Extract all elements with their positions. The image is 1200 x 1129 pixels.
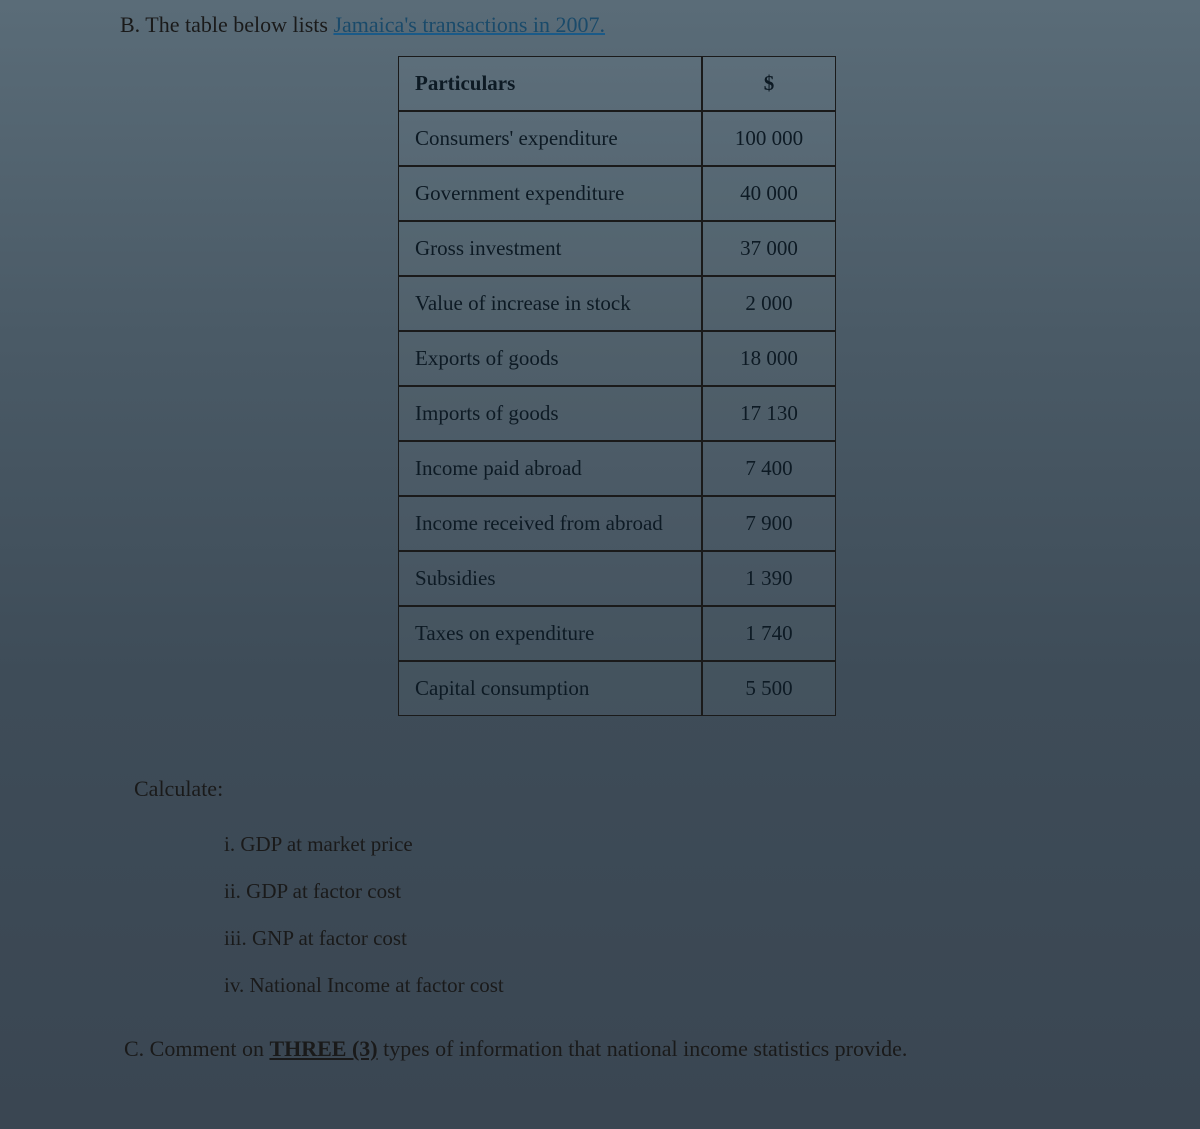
list-item: iv. National Income at factor cost xyxy=(224,973,1160,998)
table-row: Consumers' expenditure100 000 xyxy=(398,111,836,166)
cell-amount: 17 130 xyxy=(702,386,836,441)
table-row: Capital consumption5 500 xyxy=(398,661,836,716)
section-c-prefix: C. Comment on xyxy=(124,1036,269,1061)
cell-particular: Imports of goods xyxy=(398,386,702,441)
document-page: B. The table below lists Jamaica's trans… xyxy=(0,0,1200,1092)
table-row: Value of increase in stock2 000 xyxy=(398,276,836,331)
cell-amount: 1 390 xyxy=(702,551,836,606)
calculate-heading: Calculate: xyxy=(134,776,1160,802)
col-amount: $ xyxy=(702,56,836,111)
list-item: iii. GNP at factor cost xyxy=(224,926,1160,951)
table-body: Consumers' expenditure100 000 Government… xyxy=(398,111,836,716)
table-row: Taxes on expenditure1 740 xyxy=(398,606,836,661)
section-c: C. Comment on THREE (3) types of informa… xyxy=(124,1036,1160,1062)
cell-particular: Taxes on expenditure xyxy=(398,606,702,661)
calculate-section: Calculate: i. GDP at market price ii. GD… xyxy=(134,776,1160,998)
table-row: Exports of goods18 000 xyxy=(398,331,836,386)
cell-amount: 1 740 xyxy=(702,606,836,661)
cell-amount: 37 000 xyxy=(702,221,836,276)
section-b-prefix: B. The table below lists xyxy=(120,12,333,37)
cell-particular: Subsidies xyxy=(398,551,702,606)
calculate-list: i. GDP at market price ii. GDP at factor… xyxy=(224,832,1160,998)
table-header-row: Particulars $ xyxy=(398,56,836,111)
table-row: Income paid abroad7 400 xyxy=(398,441,836,496)
cell-particular: Income received from abroad xyxy=(398,496,702,551)
cell-particular: Gross investment xyxy=(398,221,702,276)
transactions-table: Particulars $ Consumers' expenditure100 … xyxy=(398,56,836,716)
cell-particular: Exports of goods xyxy=(398,331,702,386)
table-row: Subsidies1 390 xyxy=(398,551,836,606)
cell-amount: 40 000 xyxy=(702,166,836,221)
cell-particular: Income paid abroad xyxy=(398,441,702,496)
cell-amount: 2 000 xyxy=(702,276,836,331)
table-row: Imports of goods17 130 xyxy=(398,386,836,441)
cell-amount: 5 500 xyxy=(702,661,836,716)
list-item: ii. GDP at factor cost xyxy=(224,879,1160,904)
section-c-three: THREE (3) xyxy=(269,1036,377,1061)
section-b-title: B. The table below lists Jamaica's trans… xyxy=(120,12,1160,38)
table-row: Gross investment37 000 xyxy=(398,221,836,276)
cell-amount: 18 000 xyxy=(702,331,836,386)
cell-amount: 7 900 xyxy=(702,496,836,551)
cell-particular: Value of increase in stock xyxy=(398,276,702,331)
cell-amount: 7 400 xyxy=(702,441,836,496)
table-row: Income received from abroad7 900 xyxy=(398,496,836,551)
cell-particular: Consumers' expenditure xyxy=(398,111,702,166)
cell-particular: Capital consumption xyxy=(398,661,702,716)
section-c-suffix: types of information that national incom… xyxy=(378,1036,908,1061)
cell-particular: Government expenditure xyxy=(398,166,702,221)
list-item: i. GDP at market price xyxy=(224,832,1160,857)
section-b-underlined: Jamaica's transactions in 2007. xyxy=(333,12,605,37)
table-row: Government expenditure40 000 xyxy=(398,166,836,221)
cell-amount: 100 000 xyxy=(702,111,836,166)
col-particulars: Particulars xyxy=(398,56,702,111)
